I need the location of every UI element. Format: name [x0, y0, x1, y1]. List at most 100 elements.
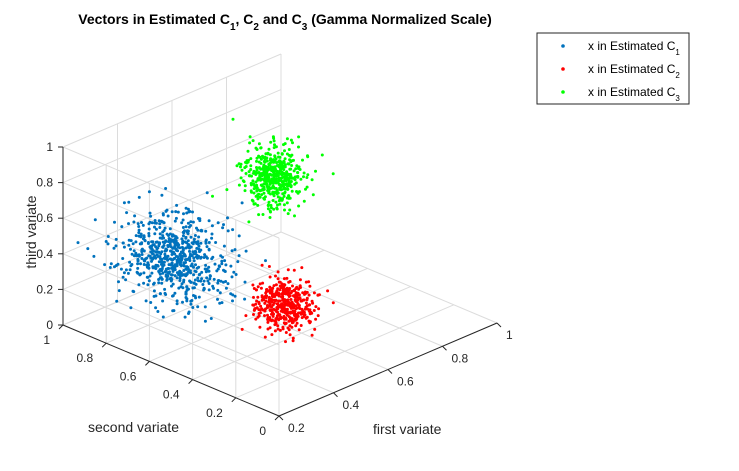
data-point	[181, 240, 185, 244]
data-point	[207, 282, 211, 285]
data-point	[304, 187, 307, 191]
data-point	[137, 225, 141, 228]
data-point	[279, 304, 283, 308]
data-point	[185, 285, 189, 289]
data-point	[129, 264, 133, 268]
data-point	[146, 242, 150, 245]
data-point	[303, 313, 307, 317]
data-point	[92, 254, 96, 258]
z-tick-label: 0.2	[36, 282, 53, 296]
data-point	[122, 201, 126, 205]
data-point	[122, 271, 126, 275]
data-point	[255, 288, 258, 292]
data-point	[291, 336, 295, 340]
data-point	[295, 285, 299, 289]
data-point	[184, 296, 188, 299]
data-point	[286, 173, 289, 177]
data-point	[149, 301, 153, 304]
data-point	[165, 208, 169, 212]
data-point	[265, 170, 269, 174]
data-point	[158, 222, 162, 226]
data-point	[286, 326, 290, 330]
data-point	[161, 234, 165, 238]
data-point	[209, 317, 213, 320]
data-point	[285, 182, 288, 186]
data-point	[314, 169, 317, 173]
data-point	[237, 183, 241, 187]
data-point	[224, 263, 228, 267]
z-tick-label: 1	[46, 140, 53, 154]
data-point	[142, 259, 146, 263]
data-point	[196, 279, 200, 283]
data-point	[293, 214, 296, 218]
data-point	[274, 283, 278, 287]
title-subscript: 3	[302, 22, 308, 33]
data-point	[132, 220, 136, 224]
data-point	[249, 164, 253, 168]
legend[interactable]: x in Estimated C1x in Estimated C2x in E…	[536, 32, 690, 105]
data-point	[156, 310, 160, 313]
data-point	[152, 294, 156, 298]
data-point	[154, 245, 158, 249]
data-point	[287, 295, 291, 298]
x-tick-mark	[387, 369, 393, 374]
data-point	[282, 182, 286, 186]
data-point	[297, 328, 301, 332]
data-point	[207, 247, 211, 251]
data-point	[286, 184, 289, 188]
data-point	[186, 207, 190, 211]
data-point	[206, 279, 210, 283]
data-point	[197, 273, 201, 277]
data-point	[184, 225, 188, 229]
data-point	[189, 224, 193, 227]
data-point	[312, 291, 316, 295]
data-point	[174, 239, 178, 243]
data-point	[160, 277, 164, 281]
data-point	[297, 145, 300, 149]
data-point	[211, 194, 214, 198]
data-point	[282, 160, 286, 164]
data-point	[267, 147, 271, 151]
data-point	[167, 267, 171, 270]
data-point	[189, 280, 193, 284]
data-point	[259, 146, 263, 150]
data-point	[285, 309, 289, 313]
data-point	[158, 242, 162, 246]
grid-line	[62, 160, 282, 255]
data-point	[289, 298, 293, 301]
data-point	[295, 306, 299, 310]
data-point	[113, 220, 116, 224]
data-point	[205, 191, 209, 195]
data-point	[299, 311, 302, 315]
data-point	[197, 235, 201, 239]
data-point	[147, 222, 151, 226]
data-point	[140, 221, 143, 224]
data-point	[254, 317, 258, 321]
data-point	[265, 152, 269, 156]
data-point	[276, 151, 280, 155]
data-point	[256, 178, 260, 182]
data-point	[266, 203, 270, 207]
data-point	[265, 294, 269, 298]
data-point	[274, 145, 278, 149]
title-text: Vectors in Estimated C	[78, 11, 230, 27]
data-point	[86, 247, 90, 251]
data-point	[256, 203, 260, 207]
data-point	[290, 325, 294, 329]
data-point	[160, 236, 164, 240]
data-point	[154, 240, 158, 244]
data-point	[274, 200, 278, 204]
data-point	[261, 281, 265, 285]
data-point	[173, 245, 177, 248]
data-point	[311, 193, 315, 197]
data-point	[182, 261, 186, 265]
data-point	[122, 245, 126, 249]
data-point	[291, 284, 294, 288]
data-point	[272, 301, 276, 305]
data-point	[205, 245, 209, 249]
legend-marker	[561, 67, 565, 71]
data-point	[288, 208, 292, 212]
data-point	[170, 234, 174, 238]
data-point	[126, 271, 130, 275]
